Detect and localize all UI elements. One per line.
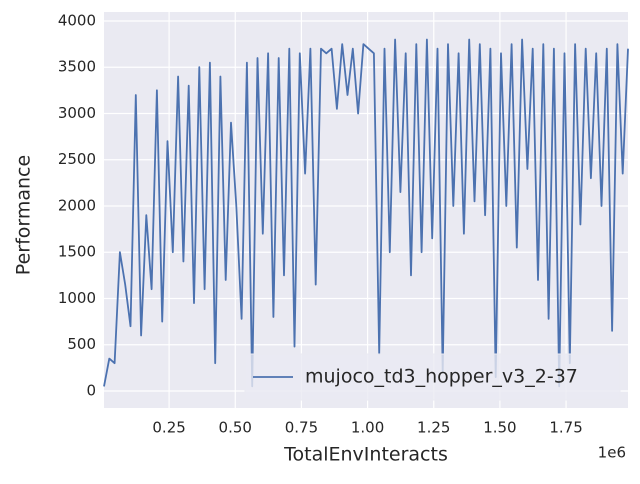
y-tick-label: 0 [86,381,96,399]
y-tick-label: 2500 [58,150,96,168]
legend-label: mujoco_td3_hopper_v3_2-37 [305,366,578,388]
y-tick-label: 1500 [58,243,96,261]
x-offset-label: 1e6 [598,444,626,462]
y-tick-label: 3000 [58,104,96,122]
x-tick-label: 0.25 [152,419,185,437]
y-tick-label: 4000 [58,11,96,29]
line [103,38,629,388]
y-axis-label: Performance [13,155,35,275]
x-tick-label: 1.75 [549,419,582,437]
y-tick-label: 2000 [58,196,96,214]
x-tick-label: 1.50 [483,419,516,437]
y-tick-label: 1000 [58,289,96,307]
y-tick-label: 3500 [58,58,96,76]
x-tick-label: 0.50 [219,419,252,437]
x-tick-label: 1.25 [417,419,450,437]
legend-box [244,353,621,401]
x-tick-label: 0.75 [285,419,318,437]
y-tick-label: 500 [67,335,96,353]
x-axis-label: TotalEnvInteracts [283,444,448,466]
x-tick-label: 1.00 [351,419,384,437]
